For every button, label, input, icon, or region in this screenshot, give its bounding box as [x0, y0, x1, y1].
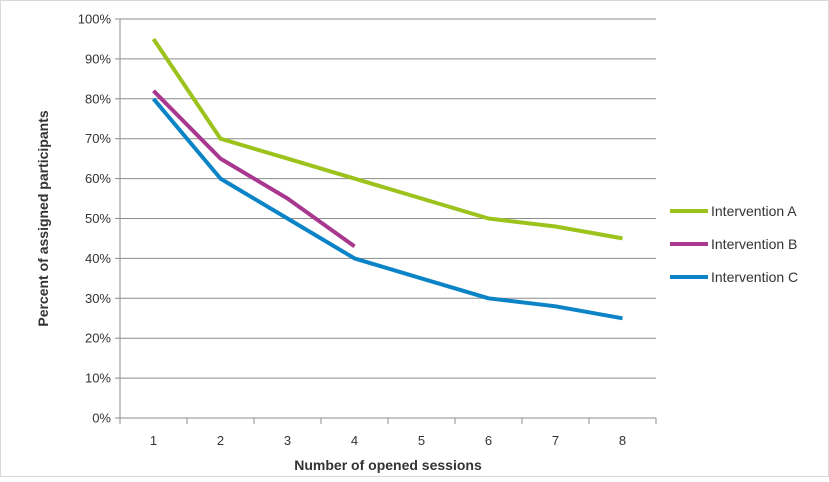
x-tick-label: 3	[284, 433, 291, 448]
legend: Intervention A Intervention B Intervention…	[670, 203, 798, 285]
x-tick-label: 6	[485, 433, 492, 448]
series-lines	[151, 37, 623, 321]
y-axis-title: Percent of assigned participants	[35, 110, 51, 326]
legend-label: Intervention C	[711, 269, 798, 285]
x-tick-label: 4	[351, 433, 358, 448]
y-tick-label: 40%	[85, 251, 111, 266]
series-line-1	[151, 37, 623, 241]
x-tick-label: 8	[619, 433, 626, 448]
legend-label: Intervention A	[711, 203, 797, 219]
x-tick-label: 7	[552, 433, 559, 448]
x-axis-title: Number of opened sessions	[294, 457, 482, 473]
y-tick-label: 0%	[92, 411, 111, 426]
y-tick-label: 10%	[85, 371, 111, 386]
legend-label: Intervention B	[711, 236, 797, 252]
x-tick-label: 5	[418, 433, 425, 448]
series-line-2	[152, 89, 356, 249]
gridlines	[120, 18, 656, 419]
y-tick-label: 90%	[85, 51, 111, 66]
y-tick-label: 50%	[85, 211, 111, 226]
series-line-3	[151, 97, 623, 321]
y-tick-label: 60%	[85, 171, 111, 186]
y-tick-label: 80%	[85, 91, 111, 106]
y-tick-label: 100%	[78, 12, 112, 27]
y-tick-label: 70%	[85, 131, 111, 146]
y-tick-label: 30%	[85, 291, 111, 306]
axes: 0% 10% 20% 30% 40% 50% 60% 70% 80% 90% 100% 1 2 3 4 5 6 7…	[78, 12, 657, 448]
x-tick-label: 1	[150, 433, 157, 448]
x-tick-label: 2	[217, 433, 224, 448]
y-tick-label: 20%	[85, 331, 111, 346]
